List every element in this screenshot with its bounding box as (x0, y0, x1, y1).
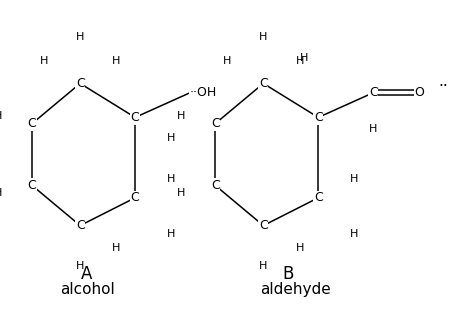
Text: C: C (314, 191, 323, 204)
Text: alcohol: alcohol (60, 282, 114, 297)
Text: C: C (211, 117, 220, 130)
Text: H: H (0, 111, 2, 121)
Text: H: H (300, 53, 308, 63)
Text: H: H (369, 124, 377, 133)
Text: H: H (350, 229, 359, 239)
Text: H: H (350, 174, 359, 184)
Text: aldehyde: aldehyde (260, 282, 331, 297)
Text: B: B (283, 265, 294, 283)
Text: C: C (27, 117, 37, 130)
Text: H: H (112, 57, 120, 66)
Text: C: C (259, 219, 268, 232)
Text: H: H (40, 57, 48, 66)
Text: H: H (295, 243, 304, 252)
Text: C: C (369, 86, 378, 99)
Text: ··OH: ··OH (190, 86, 217, 99)
Text: C: C (131, 191, 140, 204)
Text: O: O (414, 86, 424, 99)
Text: H: H (167, 133, 175, 142)
Text: H: H (259, 261, 267, 271)
Text: H: H (259, 32, 267, 42)
Text: H: H (167, 174, 175, 184)
Text: C: C (131, 111, 140, 124)
Text: C: C (76, 77, 85, 90)
Text: C: C (314, 111, 323, 124)
Text: C: C (259, 77, 268, 90)
Text: C: C (27, 179, 37, 192)
Text: H: H (295, 57, 304, 66)
Text: H: H (177, 188, 185, 198)
Text: H: H (112, 243, 120, 252)
Text: H: H (76, 261, 84, 271)
Text: C: C (76, 219, 85, 232)
Text: C: C (211, 179, 220, 192)
Text: H: H (223, 57, 231, 66)
Text: H: H (0, 188, 2, 198)
Text: H: H (167, 229, 175, 239)
Text: A: A (82, 265, 93, 283)
Text: H: H (177, 111, 185, 121)
Text: ··: ·· (439, 79, 448, 94)
Text: H: H (76, 32, 84, 42)
